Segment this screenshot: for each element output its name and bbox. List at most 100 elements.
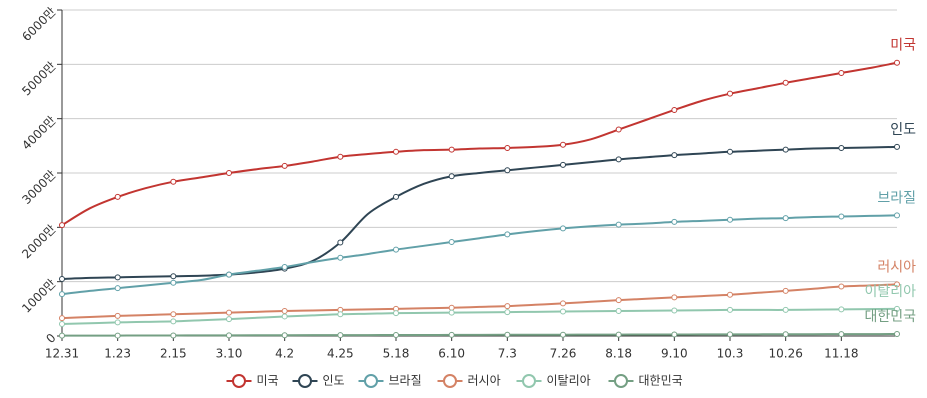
legend-item[interactable]: 인도 [292, 374, 345, 388]
data-point [671, 152, 678, 159]
legend-item[interactable]: 브라질 [358, 374, 422, 388]
data-point [170, 273, 177, 280]
legend-item[interactable]: 대한민국 [608, 374, 683, 388]
data-point [504, 145, 511, 152]
data-point [560, 308, 566, 315]
data-point [560, 141, 566, 148]
data-point [281, 263, 288, 270]
data-point [59, 315, 65, 322]
data-point [114, 285, 121, 292]
y-tick-label: 5000만 [19, 59, 58, 98]
x-tick-label: 10.3 [717, 347, 744, 361]
data-point [448, 331, 455, 338]
x-tick-label: 1.23 [104, 347, 131, 361]
data-point [838, 283, 845, 290]
data-point [727, 216, 733, 223]
data-point [782, 146, 789, 153]
data-point [838, 145, 845, 152]
data-point [337, 153, 344, 160]
y-tick-label: 3000만 [19, 168, 58, 207]
end-label: 이탈리아 [864, 284, 916, 300]
x-tick-label: 6.10 [438, 347, 465, 361]
x-tick-label: 5.18 [383, 347, 410, 361]
data-point [671, 218, 678, 225]
data-point [782, 215, 789, 222]
data-point [894, 281, 900, 288]
data-point [782, 331, 789, 338]
data-point [59, 222, 65, 229]
data-point [615, 156, 622, 163]
data-point [448, 309, 455, 316]
legend-label: 브라질 [389, 374, 422, 388]
y-tick-label: 4000만 [19, 113, 58, 152]
data-point [448, 304, 455, 311]
data-point [281, 308, 288, 315]
x-tick-label: 2.15 [160, 347, 187, 361]
data-point [671, 331, 678, 338]
data-point [671, 294, 678, 301]
data-point [226, 170, 232, 176]
data-point [114, 193, 121, 200]
x-tick-label: 4.2 [275, 347, 294, 361]
data-point [782, 287, 789, 294]
legend-label: 러시아 [468, 374, 501, 388]
data-point [448, 173, 455, 180]
data-point [337, 311, 344, 318]
data-point [114, 332, 121, 339]
data-point [560, 225, 566, 232]
end-label: 러시아 [877, 259, 916, 275]
legend-item[interactable]: 러시아 [437, 374, 501, 388]
data-point [504, 231, 511, 238]
legend-label: 미국 [257, 374, 279, 388]
end-label: 미국 [890, 38, 916, 54]
data-point [393, 310, 399, 317]
legend-icon [232, 374, 246, 388]
y-tick-label: 1000만 [19, 276, 58, 315]
data-point [337, 239, 344, 246]
series-line [61, 283, 898, 320]
end-label: 인도 [890, 122, 916, 138]
data-point [226, 309, 232, 316]
data-point [170, 332, 177, 339]
data-point [448, 146, 455, 153]
data-point [504, 303, 511, 310]
data-point [281, 313, 288, 320]
legend-item[interactable]: 이탈리아 [516, 374, 591, 388]
x-tick-label: 7.3 [498, 347, 517, 361]
legend-icon [298, 374, 312, 388]
end-label: 브라질 [877, 190, 916, 206]
legend-item[interactable]: 미국 [226, 374, 279, 388]
data-point [560, 300, 566, 307]
legend-label: 이탈리아 [547, 374, 591, 388]
series-line [61, 61, 898, 227]
legend-label: 인도 [323, 374, 345, 388]
x-tick-label: 4.25 [327, 347, 354, 361]
data-point [226, 271, 232, 278]
legend-icon [443, 374, 457, 388]
data-point [337, 254, 344, 261]
data-point [281, 332, 288, 339]
y-tick-label: 2000만 [19, 222, 58, 261]
legend-icon [614, 374, 628, 388]
data-point [59, 275, 65, 282]
data-point [782, 79, 789, 86]
series-line [61, 145, 898, 280]
legend-icon [522, 374, 536, 388]
legend-icon [364, 374, 378, 388]
data-point [114, 319, 121, 326]
data-point [393, 193, 399, 200]
data-point [782, 306, 789, 313]
x-tick-label: 12.31 [45, 347, 79, 361]
x-tick-label: 9.10 [661, 347, 688, 361]
data-point [448, 239, 455, 246]
data-point [504, 167, 511, 174]
data-point [560, 331, 566, 338]
data-point [337, 332, 344, 339]
data-point [393, 246, 399, 253]
x-tick-label: 3.10 [216, 347, 243, 361]
data-point [727, 148, 733, 155]
data-point [838, 331, 845, 338]
data-point [114, 312, 121, 319]
series-line [61, 214, 898, 296]
